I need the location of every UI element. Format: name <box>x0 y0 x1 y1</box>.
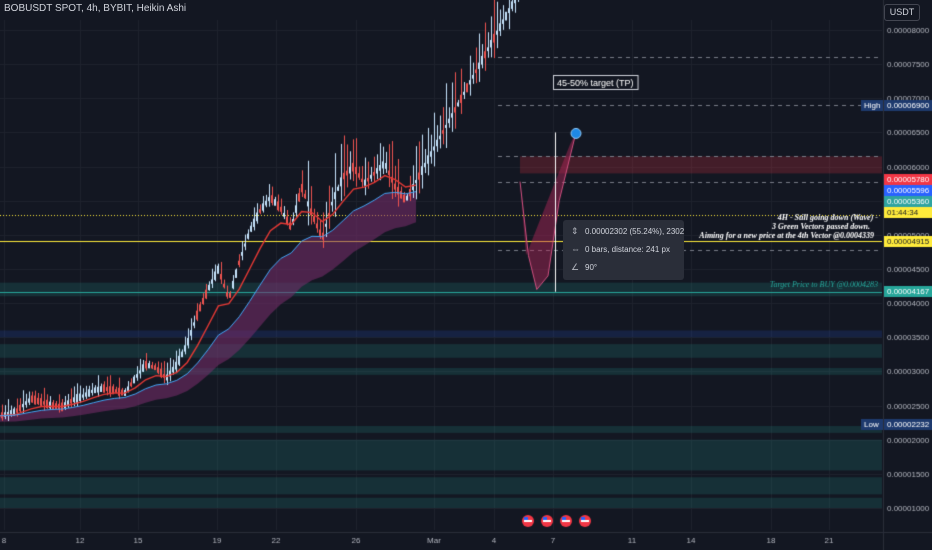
currency-button[interactable]: USDT <box>884 4 920 21</box>
price-range-icon: ⇕ <box>571 226 579 236</box>
angle-icon: ∠ <box>571 262 580 272</box>
measure-tooltip: ⇕ 0.00002302 (55.24%), 2302 ⇔ 0 bars, di… <box>563 220 684 280</box>
chart-title: BOBUSDT SPOT, 4h, BYBIT, Heikin Ashi <box>4 3 187 14</box>
measure-price-row: ⇕ 0.00002302 (55.24%), 2302 <box>571 226 684 237</box>
measure-price-change: 0.00002302 (55.24%), 2302 <box>585 227 685 236</box>
measure-bars-row: ⇔ 0 bars, distance: 241 px <box>571 244 670 254</box>
measure-angle-row: ∠ 90° <box>571 262 597 273</box>
measure-bars: 0 bars, distance: 241 px <box>585 244 670 254</box>
measure-angle: 90° <box>585 263 598 272</box>
bars-range-icon: ⇔ <box>571 244 580 254</box>
